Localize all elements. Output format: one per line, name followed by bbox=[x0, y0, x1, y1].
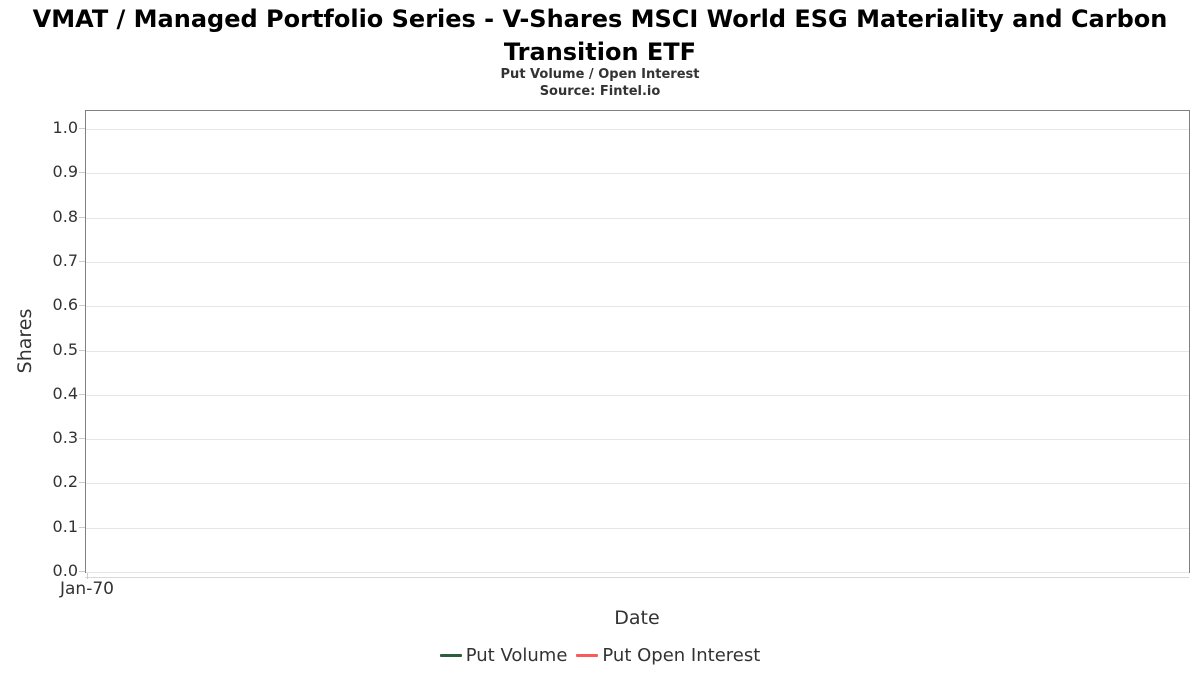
gridline bbox=[86, 528, 1189, 529]
y-tick-label: 0.7 bbox=[52, 251, 78, 270]
plot-area bbox=[85, 110, 1190, 573]
chart-title: VMAT / Managed Portfolio Series - V-Shar… bbox=[0, 3, 1200, 69]
gridline bbox=[86, 262, 1189, 263]
y-tick-mark bbox=[79, 438, 85, 439]
y-tick-mark bbox=[79, 350, 85, 351]
y-tick-label: 0.6 bbox=[52, 295, 78, 314]
legend-label-put-open-interest: Put Open Interest bbox=[602, 645, 761, 666]
gridline bbox=[86, 306, 1189, 307]
gridline bbox=[86, 439, 1189, 440]
legend-item-put-open-interest[interactable]: Put Open Interest bbox=[576, 645, 760, 666]
gridline bbox=[86, 395, 1189, 396]
chart-title-line-2: Transition ETF bbox=[503, 38, 697, 66]
gridline bbox=[86, 483, 1189, 484]
legend: Put Volume Put Open Interest bbox=[0, 645, 1200, 666]
y-tick-mark bbox=[79, 305, 85, 306]
y-tick-mark bbox=[79, 172, 85, 173]
y-tick-mark bbox=[79, 261, 85, 262]
y-tick-label: 0.1 bbox=[52, 517, 78, 536]
y-tick-label: 0.0 bbox=[52, 561, 78, 580]
put-open-interest-line-swatch bbox=[576, 654, 599, 657]
chart-source: Source: Fintel.io bbox=[539, 84, 661, 99]
y-tick-label: 0.4 bbox=[52, 384, 78, 403]
x-axis-line bbox=[85, 577, 1189, 578]
y-tick-mark bbox=[79, 482, 85, 483]
put-volume-line-swatch bbox=[439, 654, 462, 657]
y-tick-label: 0.8 bbox=[52, 207, 78, 226]
y-tick-mark bbox=[79, 571, 85, 572]
chart-subtitle: Put Volume / Open Interest bbox=[500, 67, 700, 82]
y-tick-label: 0.5 bbox=[52, 340, 78, 359]
x-tick-label: Jan-70 bbox=[60, 579, 114, 599]
y-tick-mark bbox=[79, 527, 85, 528]
y-tick-mark bbox=[79, 217, 85, 218]
y-tick-mark bbox=[79, 394, 85, 395]
legend-label-put-volume: Put Volume bbox=[465, 645, 568, 666]
chart-title-line-1: VMAT / Managed Portfolio Series - V-Shar… bbox=[32, 5, 1168, 33]
gridline bbox=[86, 351, 1189, 352]
gridline bbox=[86, 572, 1189, 573]
y-tick-label: 0.2 bbox=[52, 472, 78, 491]
y-tick-mark bbox=[79, 128, 85, 129]
y-tick-label: 0.9 bbox=[52, 162, 78, 181]
x-tick-mark bbox=[87, 573, 88, 579]
x-axis-title: Date bbox=[614, 607, 660, 629]
y-tick-label: 0.3 bbox=[52, 428, 78, 447]
legend-item-put-volume[interactable]: Put Volume bbox=[439, 645, 568, 666]
gridline bbox=[86, 218, 1189, 219]
y-tick-label: 1.0 bbox=[52, 118, 78, 137]
gridline bbox=[86, 129, 1189, 130]
gridline bbox=[86, 173, 1189, 174]
